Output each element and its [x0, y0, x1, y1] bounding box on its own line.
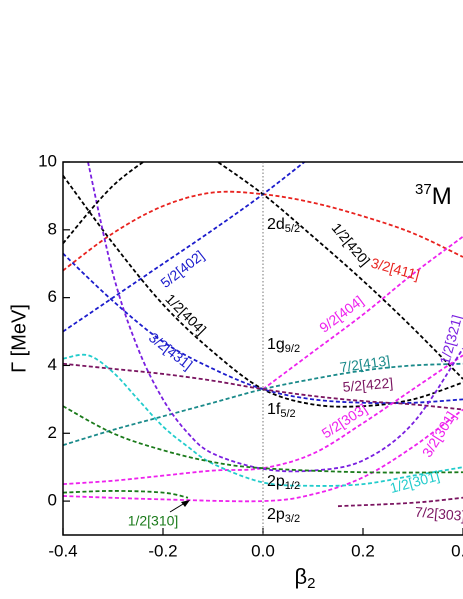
orbital-label: 2p3/2 — [267, 506, 300, 525]
series-label: 3/2[411] — [369, 255, 421, 283]
series-label: 1/2[321] — [436, 313, 463, 366]
curve — [63, 490, 189, 499]
orbital-name: 2d — [267, 216, 285, 233]
y-tick-label: 2 — [48, 423, 57, 442]
y-tick-label: 0 — [48, 491, 57, 510]
orbital-j: 3/2 — [285, 513, 300, 525]
mass-number: 37 — [415, 181, 432, 198]
curve — [262, 235, 463, 390]
curve — [337, 496, 463, 508]
nucleus-label: 37M — [415, 181, 452, 210]
series-label: 5/2[402] — [157, 247, 207, 291]
orbital-label: 1g9/2 — [267, 336, 300, 355]
orbital-j: 5/2 — [280, 408, 295, 420]
x-axis-label: β2 — [295, 564, 316, 592]
curve — [63, 175, 463, 408]
series-label: 7/2[303] — [414, 504, 463, 524]
orbital-name: 2p — [267, 473, 285, 490]
series-label: 5/2[422] — [342, 375, 394, 395]
x-tick-label: 0.2 — [351, 541, 375, 560]
series-label: 1/2[404] — [162, 291, 209, 338]
curve — [63, 162, 145, 244]
orbital-name: 1f — [267, 401, 281, 418]
element-symbol: M — [432, 183, 452, 210]
orbital-name: 1g — [267, 336, 285, 353]
curve — [63, 162, 306, 333]
curve — [63, 362, 463, 447]
orbital-label: 1f5/2 — [267, 401, 296, 420]
x-tick-label: 0.4 — [451, 541, 463, 560]
orbital-label: 2d5/2 — [267, 216, 300, 235]
curve — [87, 162, 463, 473]
curve — [63, 362, 463, 411]
plot-frame — [62, 161, 463, 536]
series-label: 1/2[420] — [329, 220, 374, 269]
x-tick-label: -0.2 — [148, 541, 177, 560]
curve — [63, 405, 463, 474]
x-label-symbol: β — [295, 564, 308, 589]
y-tick-label: 4 — [48, 355, 57, 374]
arrow-head — [181, 500, 190, 507]
y-axis-label: Γ [MeV] — [8, 304, 30, 373]
orbital-j: 9/2 — [285, 343, 300, 355]
x-label-sub: 2 — [307, 575, 315, 592]
y-tick-label: 10 — [38, 151, 57, 170]
series-label: 7/2[413] — [339, 352, 391, 375]
series-label: 3/2[431] — [146, 329, 196, 373]
y-tick-label: 8 — [48, 219, 57, 238]
curve — [63, 190, 463, 272]
orbital-j: 1/2 — [285, 480, 300, 492]
orbital-j: 5/2 — [285, 223, 300, 235]
curve — [63, 354, 463, 486]
series-label: 1/2[310] — [128, 513, 179, 529]
curve — [63, 353, 463, 487]
x-tick-label: 0.0 — [251, 541, 275, 560]
y-tick-label: 6 — [48, 287, 57, 306]
orbital-name: 2p — [267, 506, 285, 523]
orbital-label: 2p1/2 — [267, 473, 300, 492]
series-label: 9/2[404] — [316, 292, 366, 335]
series-label: 3/2[301] — [419, 409, 459, 460]
x-tick-label: -0.4 — [48, 541, 77, 560]
